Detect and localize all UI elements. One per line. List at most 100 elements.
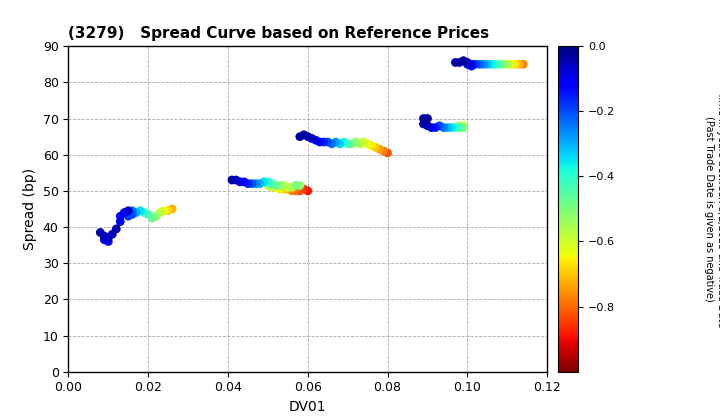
Point <box>354 140 366 147</box>
X-axis label: DV01: DV01 <box>289 400 327 414</box>
Point <box>238 178 250 185</box>
Point <box>278 182 289 189</box>
Point <box>330 139 341 145</box>
Point <box>466 63 477 69</box>
Point <box>258 178 270 185</box>
Point <box>338 139 349 145</box>
Point <box>107 231 118 238</box>
Point <box>119 209 130 216</box>
Point <box>458 57 469 64</box>
Point <box>454 124 465 131</box>
Point <box>454 59 465 66</box>
Point <box>294 187 305 194</box>
Point <box>466 61 477 68</box>
Point <box>462 59 473 66</box>
Point <box>274 186 286 192</box>
Point <box>246 180 258 187</box>
Point <box>482 61 493 68</box>
Point <box>342 140 354 147</box>
Point <box>450 124 462 131</box>
Point <box>454 122 465 129</box>
Point <box>490 61 501 68</box>
Point <box>477 61 489 68</box>
Point <box>458 122 469 129</box>
Point <box>469 61 481 68</box>
Point <box>346 140 357 147</box>
Point <box>294 133 305 140</box>
Point <box>326 140 338 147</box>
Point <box>318 139 330 145</box>
Point <box>278 186 289 192</box>
Point <box>462 61 473 68</box>
Point <box>302 187 314 194</box>
Point <box>250 180 261 187</box>
Point <box>358 139 369 145</box>
Text: (3279)   Spread Curve based on Reference Prices: (3279) Spread Curve based on Reference P… <box>68 26 490 41</box>
Point <box>270 182 282 189</box>
Point <box>146 215 158 221</box>
Point <box>99 236 110 243</box>
Point <box>441 124 453 131</box>
Point <box>510 61 521 68</box>
Point <box>426 124 437 131</box>
Point <box>242 180 253 187</box>
Point <box>494 61 505 68</box>
Point <box>518 61 529 68</box>
Point <box>282 186 294 192</box>
Point <box>166 205 178 212</box>
Point <box>298 186 310 192</box>
Point <box>282 184 294 191</box>
Point <box>418 115 429 122</box>
Point <box>102 238 114 245</box>
Point <box>294 182 305 189</box>
Point <box>286 184 297 191</box>
Point <box>418 121 429 127</box>
Point <box>135 207 146 214</box>
Y-axis label: Time in years between 5/2/2025 and Trade Date
(Past Trade Date is given as negat: Time in years between 5/2/2025 and Trade… <box>704 91 720 327</box>
Point <box>513 61 525 68</box>
Point <box>370 144 382 151</box>
Point <box>130 209 142 216</box>
Point <box>122 207 134 214</box>
Point <box>127 207 138 214</box>
Point <box>310 137 322 144</box>
Point <box>262 178 274 185</box>
Point <box>474 61 485 68</box>
Point <box>158 207 170 214</box>
Point <box>334 140 346 147</box>
Point <box>234 178 246 185</box>
Point <box>502 61 513 68</box>
Point <box>302 133 314 140</box>
Point <box>298 131 310 138</box>
Point <box>378 148 390 155</box>
Point <box>505 61 517 68</box>
Point <box>314 139 325 145</box>
Point <box>143 211 154 218</box>
Point <box>266 184 278 191</box>
Point <box>286 187 297 194</box>
Point <box>154 209 166 216</box>
Point <box>111 226 122 232</box>
Point <box>306 135 318 142</box>
Point <box>102 234 114 241</box>
Point <box>322 139 333 145</box>
Point <box>266 180 278 187</box>
Point <box>163 207 174 214</box>
Point <box>362 140 374 147</box>
Y-axis label: Spread (bp): Spread (bp) <box>23 168 37 250</box>
Point <box>226 177 238 184</box>
Point <box>138 209 150 216</box>
Point <box>422 115 433 122</box>
Point <box>290 187 302 194</box>
Point <box>114 213 126 220</box>
Point <box>122 213 134 220</box>
Point <box>433 122 445 129</box>
Point <box>270 184 282 191</box>
Point <box>366 142 377 149</box>
Point <box>485 61 497 68</box>
Point <box>114 218 126 225</box>
Point <box>127 211 138 218</box>
Point <box>99 233 110 239</box>
Point <box>230 177 242 184</box>
Point <box>458 124 469 131</box>
